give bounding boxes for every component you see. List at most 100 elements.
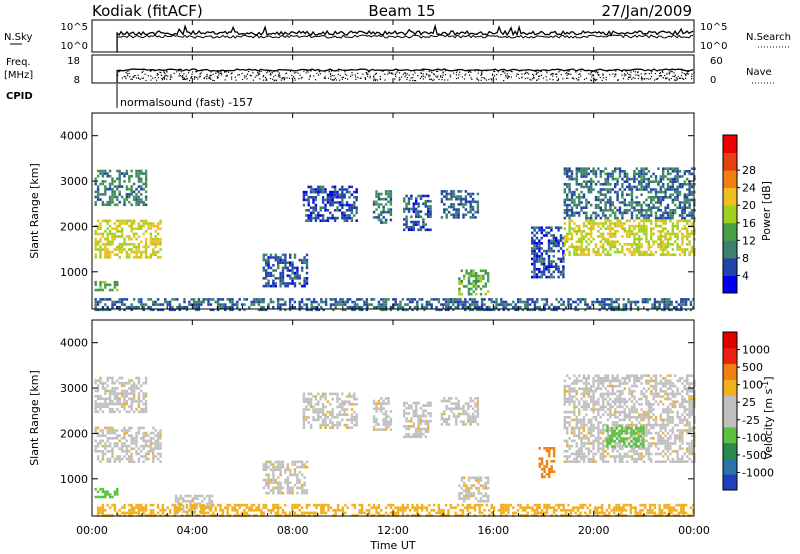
heat-cell bbox=[535, 242, 539, 245]
heat-cell bbox=[676, 190, 679, 194]
heat-cell bbox=[345, 214, 349, 217]
heat-cell bbox=[590, 177, 593, 181]
heat-cell bbox=[104, 219, 107, 223]
heat-cell bbox=[535, 244, 539, 248]
heat-cell bbox=[128, 405, 131, 408]
heat-cell bbox=[578, 230, 581, 233]
heat-cell bbox=[464, 200, 468, 204]
heat-cell bbox=[303, 282, 306, 285]
heat-cell bbox=[455, 397, 458, 400]
nave-dot bbox=[156, 73, 159, 75]
heat-cell bbox=[640, 172, 643, 176]
heat-cell bbox=[659, 198, 662, 202]
heat-cell bbox=[585, 455, 588, 458]
heat-cell bbox=[462, 216, 465, 219]
heat-cell bbox=[104, 426, 107, 430]
heat-cell bbox=[317, 185, 320, 189]
nave-dot bbox=[583, 78, 586, 80]
heat-cell bbox=[609, 203, 612, 207]
heat-cell bbox=[96, 389, 100, 393]
heat-cell bbox=[500, 298, 503, 301]
heat-cell bbox=[382, 216, 385, 219]
heat-cell bbox=[585, 211, 588, 215]
heat-cell bbox=[293, 271, 297, 275]
heat-cell bbox=[123, 444, 126, 448]
heat-cell bbox=[683, 206, 686, 209]
heat-cell bbox=[568, 245, 571, 249]
heat-cell bbox=[651, 303, 654, 306]
heat-cell bbox=[690, 248, 694, 251]
heat-cell bbox=[602, 193, 605, 196]
nave-dot bbox=[330, 76, 332, 78]
nave-tick-top: 60 bbox=[710, 56, 723, 67]
heat-cell bbox=[101, 457, 105, 461]
heat-cell bbox=[547, 262, 551, 266]
heat-cell bbox=[681, 206, 684, 209]
heat-cell bbox=[533, 229, 536, 232]
heat-cell bbox=[233, 303, 237, 306]
heat-cell bbox=[415, 432, 418, 436]
heat-cell bbox=[645, 216, 648, 220]
nave-dot bbox=[568, 70, 570, 72]
heat-cell bbox=[688, 219, 691, 223]
heat-cell bbox=[197, 303, 201, 306]
heat-cell bbox=[479, 269, 483, 273]
heat-cell bbox=[377, 305, 381, 309]
heat-cell bbox=[618, 209, 622, 212]
heat-cell bbox=[137, 180, 141, 183]
heat-cell bbox=[125, 169, 129, 173]
heat-cell bbox=[291, 473, 294, 477]
nave-dot bbox=[422, 78, 425, 80]
nave-dot bbox=[632, 77, 634, 79]
power-colorbar-swatch bbox=[723, 257, 737, 276]
heat-cell bbox=[640, 227, 643, 230]
heat-cell bbox=[305, 253, 309, 257]
heat-cell bbox=[476, 399, 480, 403]
nave-dot bbox=[185, 78, 187, 81]
heat-cell bbox=[272, 284, 275, 288]
heat-cell bbox=[674, 209, 677, 212]
heat-cell bbox=[422, 218, 425, 221]
heat-cell bbox=[584, 298, 587, 301]
heat-cell bbox=[321, 201, 325, 204]
heat-cell bbox=[265, 261, 268, 264]
nave-dot bbox=[481, 76, 483, 79]
heat-cell bbox=[104, 250, 107, 254]
heat-cell bbox=[125, 410, 129, 414]
heat-cell bbox=[106, 283, 109, 287]
heat-cell bbox=[407, 228, 411, 232]
heat-cell bbox=[202, 298, 205, 301]
heat-cell bbox=[130, 442, 133, 445]
heat-cell bbox=[132, 298, 136, 301]
heat-cell bbox=[671, 198, 674, 202]
heat-cell bbox=[106, 405, 109, 408]
heat-cell bbox=[573, 431, 576, 435]
heat-cell bbox=[329, 211, 332, 215]
heat-cell bbox=[594, 183, 598, 186]
nave-dot bbox=[538, 78, 540, 80]
heat-cell bbox=[668, 303, 671, 306]
heat-cell bbox=[602, 188, 605, 191]
heat-cell bbox=[407, 425, 411, 428]
nave-dot bbox=[442, 74, 444, 76]
heat-cell bbox=[604, 180, 607, 183]
nave-dot bbox=[436, 76, 438, 78]
heat-cell bbox=[123, 180, 126, 183]
heat-cell bbox=[140, 253, 143, 256]
nave-dot bbox=[196, 70, 198, 72]
heat-cell bbox=[377, 303, 381, 306]
heat-cell bbox=[543, 447, 546, 450]
heat-cell bbox=[479, 277, 483, 280]
heat-cell bbox=[231, 300, 234, 304]
nave-dot bbox=[626, 70, 628, 72]
nave-dot bbox=[650, 75, 652, 78]
heat-cell bbox=[177, 502, 180, 506]
heat-cell bbox=[445, 195, 448, 198]
heat-cell bbox=[609, 175, 612, 178]
heat-cell bbox=[535, 226, 539, 229]
heat-cell bbox=[152, 248, 155, 251]
heat-cell bbox=[423, 308, 426, 312]
heat-cell bbox=[334, 298, 337, 301]
heat-cell bbox=[614, 211, 617, 215]
heat-cell bbox=[307, 397, 310, 401]
